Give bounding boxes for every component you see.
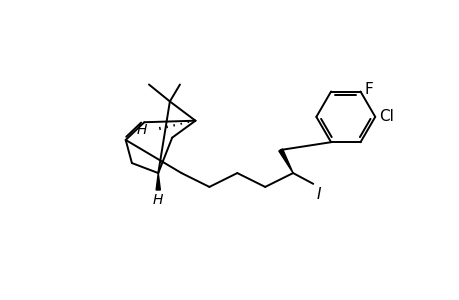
Text: Cl: Cl — [378, 110, 393, 124]
Text: H: H — [136, 123, 146, 137]
Text: F: F — [364, 82, 372, 98]
Polygon shape — [278, 149, 292, 173]
Polygon shape — [156, 173, 160, 190]
Text: H: H — [153, 193, 163, 207]
Text: I: I — [316, 187, 320, 202]
